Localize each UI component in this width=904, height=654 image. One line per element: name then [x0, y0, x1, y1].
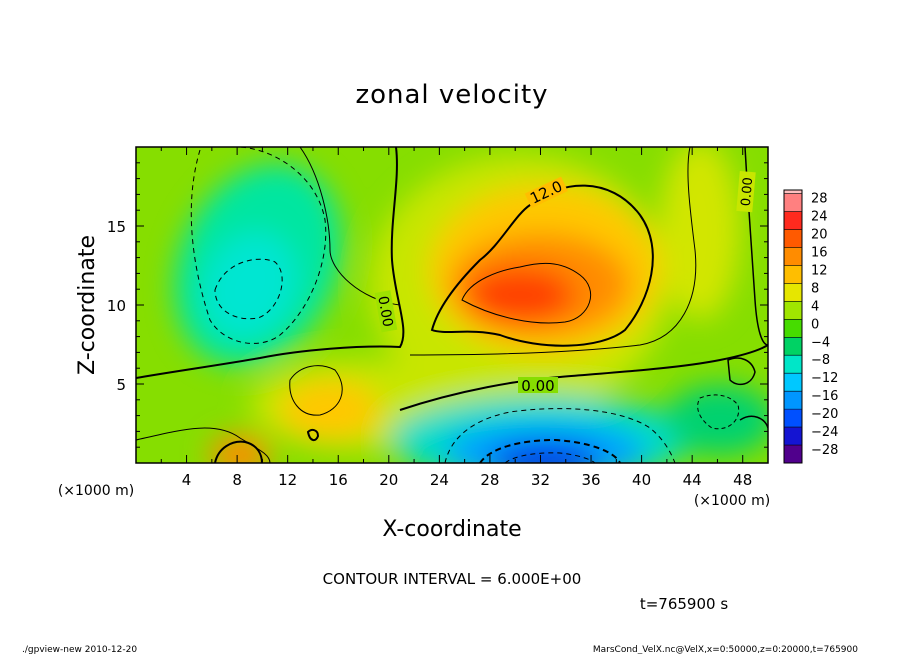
colorbar-label: 24: [811, 210, 828, 225]
colorbar-label: 12: [811, 263, 828, 278]
y-axis-label: Z-coordinate: [75, 235, 100, 375]
colorbar-swatch: [784, 193, 802, 212]
colorbar-swatch: [784, 319, 802, 338]
colorbar-label: −4: [811, 335, 830, 350]
chart-title: zonal velocity: [355, 80, 548, 110]
colorbar-label: −16: [811, 389, 838, 404]
contour-interval-text: CONTOUR INTERVAL = 6.000E+00: [323, 570, 582, 588]
colorbar-label: −24: [811, 425, 838, 440]
colorbar-swatch: [784, 211, 802, 230]
x-tick-label: 44: [683, 471, 702, 489]
x-tick-label: 12: [278, 471, 297, 489]
contour-label-zero-left: 0.00: [374, 295, 395, 328]
colorbar-label: −28: [811, 443, 838, 458]
x-tick-label: 48: [733, 471, 752, 489]
y-tick-label: 10: [107, 297, 126, 315]
x-tick-label: 16: [329, 471, 348, 489]
colorbar-label: −20: [811, 407, 838, 422]
x-tick-label: 40: [632, 471, 651, 489]
colorbar-label: −12: [811, 371, 838, 386]
x-tick-label: 24: [430, 471, 449, 489]
x-unit-left: (×1000 m): [58, 483, 134, 499]
colorbar-label: 4: [811, 299, 819, 314]
x-tick-label: 36: [581, 471, 600, 489]
colorbar-swatch: [784, 265, 802, 284]
colorbar-swatch: [784, 229, 802, 248]
contour-label-zero-mid: 0.00: [521, 377, 554, 395]
x-tick-label: 8: [232, 471, 242, 489]
colorbar-frame: [783, 189, 803, 464]
x-tick-label: 20: [379, 471, 398, 489]
x-tick-label: 32: [531, 471, 550, 489]
x-tick-label: 28: [480, 471, 499, 489]
colorbar-swatch: [784, 445, 802, 463]
colorbar: 28 24 20 16 12 8 4 0 −4 −8 −12 −16 −20 −24 −28: [783, 189, 838, 464]
colorbar-swatch: [784, 409, 802, 428]
x-axis-label: X-coordinate: [382, 517, 521, 542]
colorbar-swatch: [784, 337, 802, 356]
x-axis: 4 8 12 16 20 24 28 32 36 40 44 48: [160, 147, 752, 489]
colorbar-label: −8: [811, 353, 830, 368]
colorbar-swatch: [784, 427, 802, 446]
plot-area: 12.0 0.00 0.00 0.00: [136, 147, 768, 463]
time-label: t=765900 s: [640, 595, 728, 613]
colorbar-swatch: [784, 373, 802, 392]
colorbar-swatch: [784, 247, 802, 266]
footer-right: MarsCond_VelX.nc@VelX,x=0:50000,z=0:2000…: [593, 645, 858, 654]
colorbar-label: 28: [811, 192, 828, 207]
colorbar-swatch: [784, 391, 802, 410]
colorbar-label: 16: [811, 245, 828, 260]
x-unit-right: (×1000 m): [694, 493, 770, 509]
colorbar-label: 8: [811, 281, 819, 296]
colorbar-label: 20: [811, 228, 828, 243]
y-axis: 5 10 15: [107, 162, 768, 448]
footer-left: ./gpview-new 2010-12-20: [22, 645, 137, 654]
y-tick-label: 5: [116, 376, 126, 394]
colorbar-cap: [784, 190, 802, 194]
colorbar-swatch: [784, 301, 802, 320]
y-tick-label: 15: [107, 218, 126, 236]
colorbar-swatch: [784, 355, 802, 374]
x-tick-label: 4: [182, 471, 192, 489]
colorbar-swatch: [784, 283, 802, 302]
colorbar-label: 0: [811, 317, 819, 332]
contour-label-zero-right: 0.00: [739, 177, 756, 207]
